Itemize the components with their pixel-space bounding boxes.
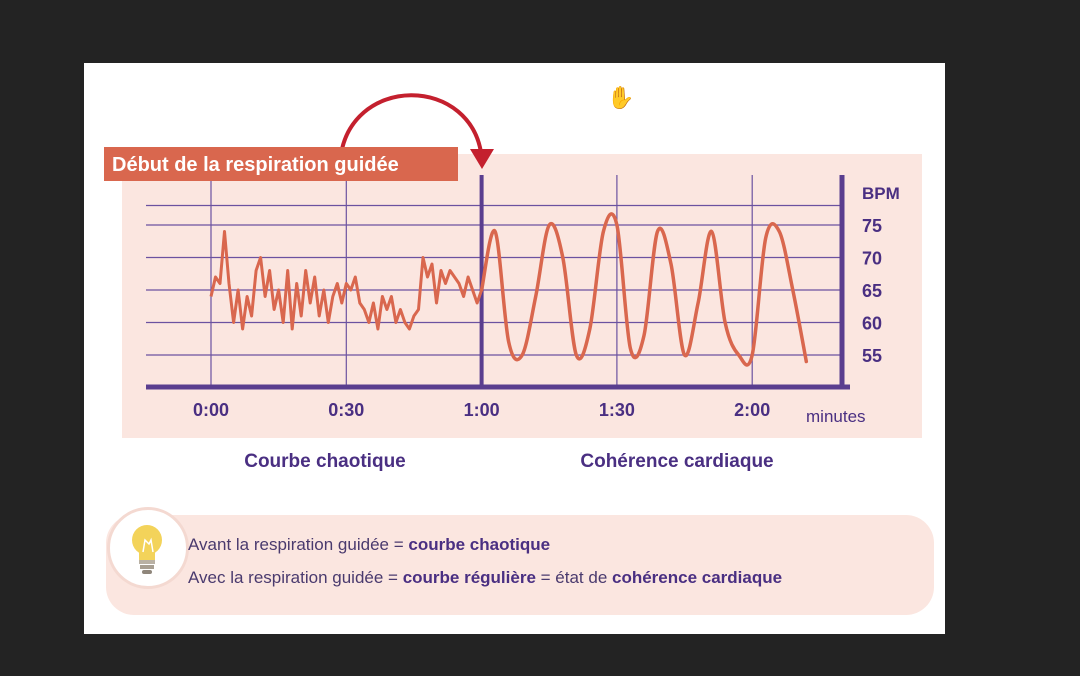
info-box <box>106 515 934 615</box>
x-tick-label: 0:30 <box>328 400 364 420</box>
arrow-head <box>470 149 494 169</box>
info-line-2: Avec la respiration guidée = courbe régu… <box>188 568 782 588</box>
x-tick-label: 1:00 <box>464 400 500 420</box>
info-line-1: Avant la respiration guidée = courbe cha… <box>188 535 550 555</box>
info-line-1-prefix: Avant la respiration guidée = <box>188 535 409 554</box>
y-tick-label: 70 <box>862 249 882 269</box>
y-tick-label: 65 <box>862 281 882 301</box>
hand-pointer-icon: ✋ <box>607 85 635 110</box>
x-tick-label: 2:00 <box>734 400 770 420</box>
chart-panel <box>122 154 922 438</box>
arrow-curve <box>338 93 484 164</box>
x-axis-label: minutes <box>806 407 866 426</box>
infographic-card: ✋ 55 60 65 70 75 BPM 0:00 0:30 1:00 1:30 2:00 minut… <box>84 63 945 634</box>
y-tick-label: 75 <box>862 216 882 236</box>
info-line-2-bold-1: courbe régulière <box>402 568 536 587</box>
banner-label: Début de la respiration guidée <box>112 154 399 176</box>
y-tick-label: 60 <box>862 314 882 334</box>
x-tick-label: 1:30 <box>599 400 635 420</box>
chart-series <box>209 212 809 367</box>
banner-bg <box>104 147 458 181</box>
info-line-1-bold: courbe chaotique <box>408 535 551 554</box>
info-line-2-bold-2: cohérence cardiaque <box>612 568 783 587</box>
y-axis-label: BPM <box>862 184 900 203</box>
lightbulb-icon <box>132 525 162 574</box>
info-line-2-prefix: Avec la respiration guidée = <box>188 568 403 587</box>
coherence-curve <box>479 212 809 367</box>
info-line-2-mid: = état de <box>535 568 612 587</box>
chaotic-curve <box>209 230 484 331</box>
bulb-badge <box>107 507 189 589</box>
segment-left-label: Courbe chaotique <box>244 451 406 472</box>
chart-ticks: 55 60 65 70 75 BPM 0:00 0:30 1:00 1:30 2:00 minutes <box>193 184 900 426</box>
x-tick-label: 0:00 <box>193 400 229 420</box>
segment-right-label: Cohérence cardiaque <box>580 451 773 472</box>
y-tick-label: 55 <box>862 346 882 366</box>
heart-rate-chart: 55 60 65 70 75 BPM 0:00 0:30 1:00 1:30 2:00 minutes… <box>104 93 922 472</box>
